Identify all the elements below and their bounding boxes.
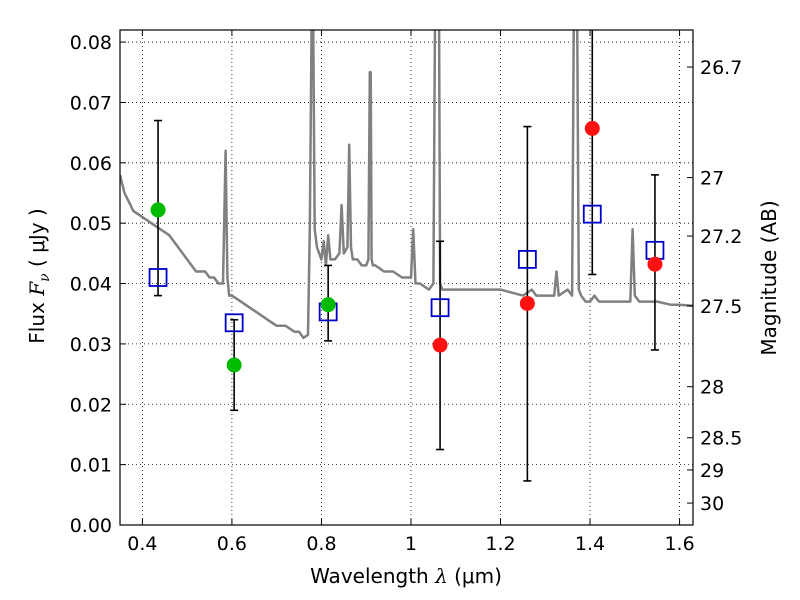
magnitude-tick-label: 28 bbox=[700, 377, 724, 399]
x-tick-label: 0.4 bbox=[127, 533, 157, 555]
magnitude-tick-label: 27 bbox=[700, 168, 724, 190]
observed-point bbox=[584, 120, 600, 136]
magnitude-tick-label: 27.2 bbox=[700, 226, 742, 248]
x-axis-label: Wavelength λ (μm) bbox=[310, 564, 502, 588]
observed-points bbox=[150, 120, 663, 373]
magnitude-tick-label: 30 bbox=[700, 493, 724, 515]
magnitude-tick-label: 29 bbox=[700, 460, 724, 482]
observed-point bbox=[320, 297, 336, 313]
observed-point bbox=[226, 357, 242, 373]
model-band-square bbox=[224, 313, 244, 333]
x-tick-label: 0.6 bbox=[217, 533, 247, 555]
y-tick-label: 0.06 bbox=[70, 153, 112, 175]
y-tick-label: 0.04 bbox=[70, 274, 112, 296]
y-tick-label: 0.02 bbox=[70, 394, 112, 416]
magnitude-axis-label: Magnitude (AB) bbox=[757, 200, 781, 355]
observed-point bbox=[432, 337, 448, 353]
magnitude-tick-label: 28.5 bbox=[700, 428, 742, 450]
y-axis-label: Flux Fν ( μJy ) bbox=[25, 208, 53, 343]
y-tick-label: 0.07 bbox=[70, 92, 112, 114]
y-axis-ticks: 0.00 0.01 0.02 0.03 0.04 0.05 0.06 0.07 0.08 bbox=[70, 32, 126, 537]
observed-point bbox=[519, 295, 535, 311]
y-tick-label: 0.08 bbox=[70, 32, 112, 54]
x-tick-label: 1 bbox=[405, 533, 417, 555]
x-tick-label: 1.4 bbox=[575, 533, 605, 555]
error-bars bbox=[154, 30, 659, 482]
observed-point bbox=[647, 256, 663, 272]
model-band-square bbox=[582, 204, 602, 224]
model-band-points bbox=[148, 204, 665, 333]
y-tick-label: 0.03 bbox=[70, 334, 112, 356]
plot-frame bbox=[119, 29, 694, 526]
observed-point bbox=[150, 202, 166, 218]
model-band-square bbox=[430, 298, 450, 318]
x-tick-label: 1.2 bbox=[485, 533, 515, 555]
model-spectrum bbox=[120, 30, 693, 340]
spectrum-line bbox=[120, 30, 693, 340]
magnitude-tick-label: 26.7 bbox=[700, 57, 742, 79]
y-tick-label: 0.05 bbox=[70, 213, 112, 235]
magnitude-axis-ticks: 26.7 27 27.2 27.5 28 28.5 29 30 bbox=[687, 57, 742, 515]
y-tick-label: 0.00 bbox=[70, 515, 112, 537]
x-tick-label: 0.8 bbox=[306, 533, 336, 555]
grid bbox=[120, 30, 693, 526]
x-tick-label: 1.6 bbox=[664, 533, 694, 555]
model-band-square bbox=[517, 249, 537, 269]
magnitude-tick-label: 27.5 bbox=[700, 296, 742, 318]
model-band-square bbox=[148, 268, 168, 287]
x-axis-ticks: 0.4 0.6 0.8 1 1.2 1.4 1.6 bbox=[127, 30, 695, 555]
y-tick-label: 0.01 bbox=[70, 455, 112, 477]
